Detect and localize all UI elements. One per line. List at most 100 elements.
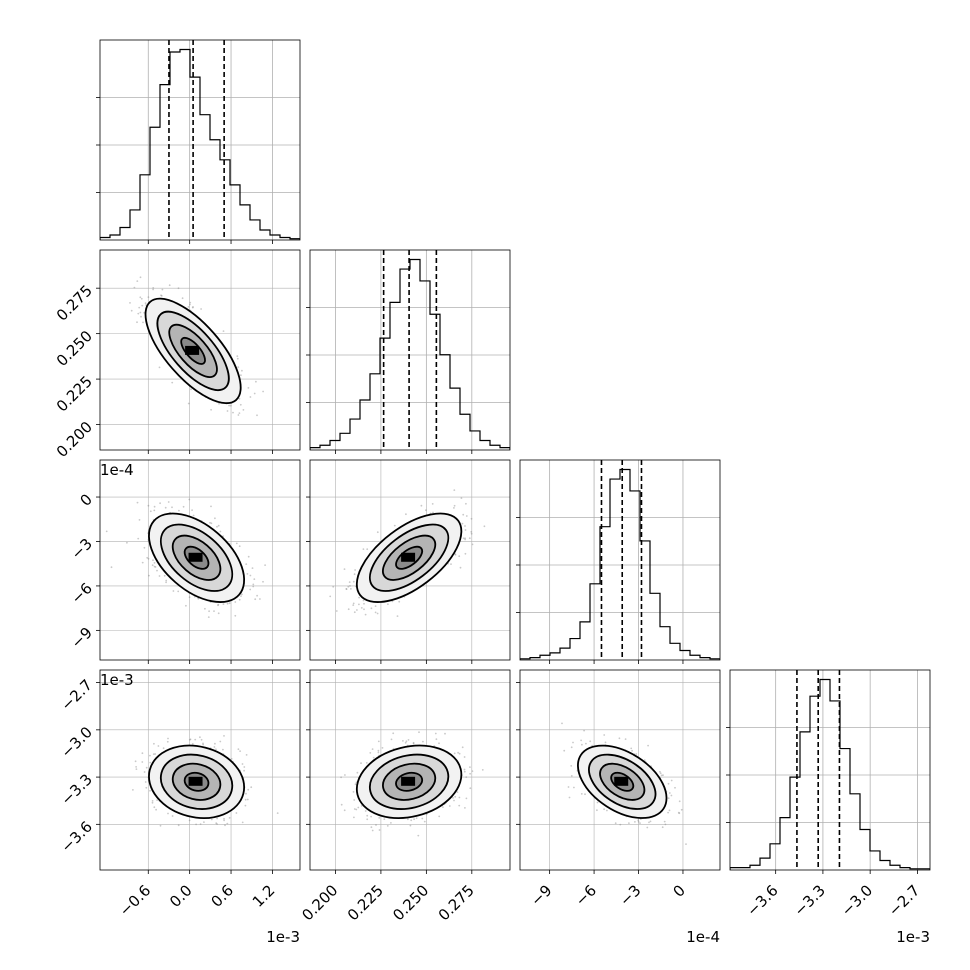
scatter-point xyxy=(217,524,220,527)
scatter-point xyxy=(572,741,574,744)
scatter-point xyxy=(145,786,148,789)
scatter-point xyxy=(199,736,201,739)
panel-frame xyxy=(519,669,721,871)
scatter-point xyxy=(148,574,150,577)
scatter-point xyxy=(228,602,231,605)
scatter-point xyxy=(464,552,467,555)
scatter-point xyxy=(667,811,669,814)
scatter-point xyxy=(370,826,373,829)
scatter-point xyxy=(135,766,137,768)
scatter-point xyxy=(370,607,373,610)
scatter-point xyxy=(189,738,192,741)
scatter-point xyxy=(405,740,408,743)
scatter-point xyxy=(452,797,454,799)
scatter-point xyxy=(237,414,240,416)
scatter-point xyxy=(192,306,194,308)
scatter-point xyxy=(667,782,670,785)
scatter-point xyxy=(236,357,239,360)
density-peak xyxy=(614,776,629,786)
scatter-point xyxy=(398,600,401,603)
x-tick-label: 0.250 xyxy=(389,881,432,924)
scatter-point xyxy=(376,531,379,534)
scatter-point xyxy=(210,408,212,411)
scatter-point xyxy=(567,786,570,788)
scatter-point xyxy=(187,402,190,405)
scatter-point xyxy=(262,390,264,393)
scatter-point xyxy=(167,501,170,503)
scatter-point xyxy=(214,517,216,520)
scatter-point xyxy=(213,610,215,612)
scatter-point xyxy=(371,748,374,750)
scatter-point xyxy=(158,575,161,577)
x-axis-offset-label: 1e-3 xyxy=(266,928,300,946)
x-tick-label: −2.7 xyxy=(885,881,923,919)
scatter-point xyxy=(177,590,180,593)
scatter-point xyxy=(141,304,144,307)
scatter-point xyxy=(377,751,380,754)
scatter-point xyxy=(438,742,440,745)
scatter-point xyxy=(637,819,640,822)
scatter-point xyxy=(360,762,362,765)
scatter-point xyxy=(662,774,664,776)
scatter-point xyxy=(668,809,671,812)
scatter-point xyxy=(241,763,244,765)
scatter-point xyxy=(584,793,586,796)
x-tick-label: −3 xyxy=(616,881,644,909)
scatter-point xyxy=(251,567,254,569)
scatter-point xyxy=(245,754,248,756)
scatter-point xyxy=(358,603,360,606)
scatter-point xyxy=(434,732,437,735)
panel-frame xyxy=(309,459,511,661)
scatter-point xyxy=(413,818,415,821)
scatter-point xyxy=(256,594,258,597)
scatter-point xyxy=(469,766,471,768)
scatter-point xyxy=(353,808,356,810)
scatter-point xyxy=(132,789,134,791)
scatter-point xyxy=(276,812,279,814)
scatter-point xyxy=(464,537,466,540)
scatter-point xyxy=(354,783,357,786)
contour-line-3 xyxy=(144,297,242,405)
scatter-point xyxy=(203,821,205,823)
density-peak xyxy=(401,552,416,562)
scatter-point xyxy=(415,817,418,819)
scatter-point xyxy=(249,588,252,591)
scatter-point xyxy=(245,563,248,565)
scatter-panel-1-2 xyxy=(306,459,511,664)
scatter-point xyxy=(139,296,142,299)
scatter-point xyxy=(386,825,389,827)
scatter-point xyxy=(628,822,630,824)
scatter-point xyxy=(581,743,583,746)
contour-line-1 xyxy=(382,534,437,581)
scatter-point xyxy=(435,738,438,741)
scatter-point xyxy=(165,579,168,582)
x-tick-label: −0.6 xyxy=(116,881,154,919)
scatter-point xyxy=(152,753,155,755)
scatter-point xyxy=(151,564,154,567)
y-tick-label: 0.200 xyxy=(53,418,96,461)
scatter-point xyxy=(140,297,143,300)
scatter-point xyxy=(418,731,420,734)
scatter-point xyxy=(191,743,194,745)
scatter-point xyxy=(453,752,456,755)
scatter-point xyxy=(483,525,486,528)
scatter-point xyxy=(387,603,389,606)
x-tick-label: 0.225 xyxy=(344,881,387,924)
scatter-point xyxy=(378,829,381,831)
scatter-point xyxy=(228,817,231,819)
contour-line-0 xyxy=(183,545,210,570)
scatter-point xyxy=(377,740,380,743)
scatter-point xyxy=(172,590,175,592)
scatter-point xyxy=(202,742,204,745)
scatter-point xyxy=(347,608,350,611)
scatter-point xyxy=(241,369,243,372)
contour-line-3 xyxy=(577,744,668,819)
contour-line-2 xyxy=(368,753,450,810)
scatter-point xyxy=(259,598,261,600)
scatter-point xyxy=(624,738,627,740)
scatter-point xyxy=(374,605,377,607)
scatter-point xyxy=(239,403,242,406)
scatter-point xyxy=(246,798,249,801)
scatter-point xyxy=(149,789,151,792)
scatter-point xyxy=(234,614,237,617)
